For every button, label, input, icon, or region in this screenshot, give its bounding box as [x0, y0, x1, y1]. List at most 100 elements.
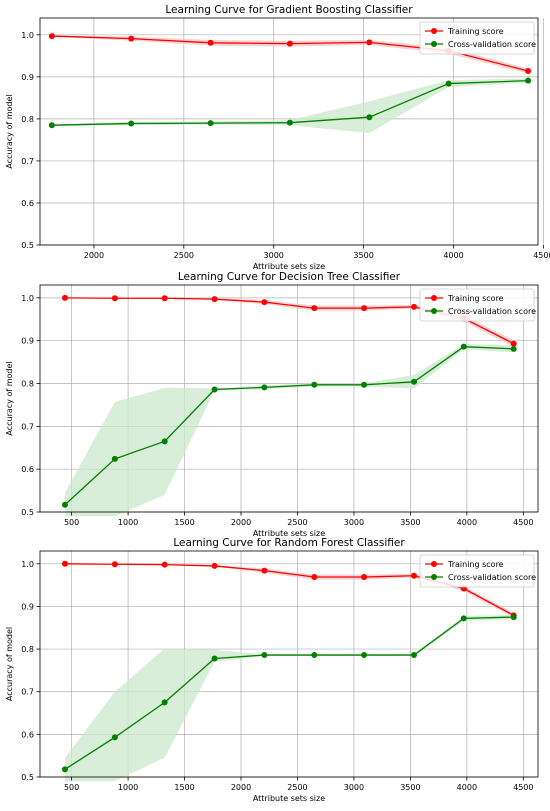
x-tick-label: 1500: [174, 783, 194, 792]
data-point-training: [311, 574, 318, 581]
x-tick-label: 3000: [264, 251, 284, 260]
y-tick-label: 0.9: [21, 73, 34, 82]
data-point-training: [61, 560, 68, 567]
legend: Training score Cross-validation score: [419, 288, 536, 322]
y-tick-label: 0.6: [21, 199, 34, 208]
chart-panel-3: 0.5 0.6 0.7 0.8 0.9 1.0 500 1000 1500 2000 2500 300…: [5, 537, 539, 803]
data-point-cv: [311, 381, 318, 388]
data-point-training: [366, 39, 373, 46]
confidence-band-cv: [64, 344, 514, 517]
x-tick-label: 2500: [287, 518, 307, 527]
data-point-cv: [111, 734, 118, 741]
y-tick-label: 1.0: [21, 560, 34, 569]
data-point-cv: [460, 615, 467, 622]
y-tick-label: 0.5: [21, 508, 34, 517]
y-tick-label: 0.5: [21, 241, 34, 250]
data-point-cv: [445, 80, 452, 87]
legend-box: [419, 21, 535, 55]
x-axis-label: Attribute sets size: [253, 529, 325, 538]
x-tick-label: 3000: [344, 518, 364, 527]
x-tick-label: 3000: [344, 783, 364, 792]
data-point-cv: [261, 384, 268, 391]
x-tick-label: 4500: [513, 783, 533, 792]
y-axis-label: Accuracy of model: [5, 94, 14, 168]
confidence-band-training: [64, 563, 514, 618]
data-point-training: [211, 296, 218, 303]
data-point-training: [311, 305, 318, 312]
y-tick-label: 0.5: [21, 773, 34, 782]
legend-box: [419, 554, 535, 588]
x-tick-label: 2000: [231, 783, 251, 792]
data-point-training: [211, 562, 218, 569]
data-point-cv: [510, 345, 517, 352]
y-tick-label: 0.9: [21, 602, 34, 611]
legend-marker-training: [431, 28, 437, 34]
data-point-cv: [286, 119, 293, 126]
series-line-cv: [64, 346, 514, 506]
legend-label-cv: Cross-validation score: [448, 307, 536, 316]
y-tick-label: 1.0: [21, 31, 34, 40]
data-point-cv: [161, 699, 168, 706]
x-tick-label: 4000: [457, 783, 477, 792]
y-tick-label: 0.6: [21, 730, 34, 739]
x-tick-label: 2500: [174, 251, 194, 260]
x-tick-label: 3500: [353, 251, 373, 260]
y-tick-label: 0.8: [21, 115, 34, 124]
data-point-training: [111, 295, 118, 302]
data-point-training: [361, 574, 368, 581]
data-point-training: [111, 561, 118, 568]
legend-marker-cv: [431, 574, 437, 580]
y-tick-label: 0.6: [21, 465, 34, 474]
series-line-cv: [64, 616, 514, 770]
data-point-training: [261, 299, 268, 306]
legend-label-cv: Cross-validation score: [448, 573, 536, 582]
data-point-cv: [361, 652, 368, 659]
data-point-cv: [111, 455, 118, 462]
x-tick-label: 3500: [400, 518, 420, 527]
chart-panel-2: 0.5 0.6 0.7 0.8 0.9 1.0 500 1000 1500 2000 2500 300…: [5, 271, 539, 538]
y-tick-label: 0.8: [21, 645, 34, 654]
data-point-training: [525, 67, 532, 74]
x-tick-label: 1000: [118, 783, 138, 792]
data-point-cv: [366, 114, 373, 121]
x-tick-label: 4000: [443, 251, 463, 260]
axes-frame: [39, 17, 539, 246]
y-tick-label: 0.7: [21, 157, 34, 166]
data-point-training: [128, 35, 135, 42]
data-point-training: [411, 572, 418, 579]
confidence-band-cv: [64, 614, 514, 782]
x-tick-label: 500: [64, 518, 79, 527]
chart-title: Learning Curve for Decision Tree Classif…: [178, 271, 401, 283]
x-tick-label: 2000: [84, 251, 104, 260]
x-tick-label: 4500: [533, 251, 550, 260]
data-point-cv: [61, 766, 68, 773]
data-point-training: [411, 303, 418, 310]
data-point-cv: [411, 652, 418, 659]
y-axis-label: Accuracy of model: [5, 361, 14, 435]
data-point-cv: [128, 120, 135, 127]
data-point-cv: [411, 378, 418, 385]
legend-label-training: Training score: [447, 27, 504, 36]
chart-panel-1: 0.5 0.6 0.7 0.8 0.9 1.0 2000 2500 3000 3500 4000 45…: [5, 4, 550, 271]
data-point-cv: [161, 438, 168, 445]
y-tick-label: 0.8: [21, 380, 34, 389]
legend-marker-training: [431, 295, 437, 301]
data-point-training: [161, 561, 168, 568]
x-tick-label: 2000: [231, 518, 251, 527]
x-tick-label: 1000: [118, 518, 138, 527]
legend-label-training: Training score: [447, 294, 504, 303]
x-tick-label: 4500: [513, 518, 533, 527]
data-point-training: [48, 33, 55, 40]
y-tick-label: 1.0: [21, 294, 34, 303]
data-point-cv: [361, 381, 368, 388]
data-point-training: [286, 40, 293, 47]
y-tick-label: 0.7: [21, 422, 34, 431]
data-point-cv: [525, 77, 532, 84]
data-point-training: [361, 305, 368, 312]
data-point-cv: [48, 122, 55, 129]
confidence-band-training: [51, 35, 529, 74]
data-point-cv: [211, 655, 218, 662]
data-point-cv: [311, 652, 318, 659]
